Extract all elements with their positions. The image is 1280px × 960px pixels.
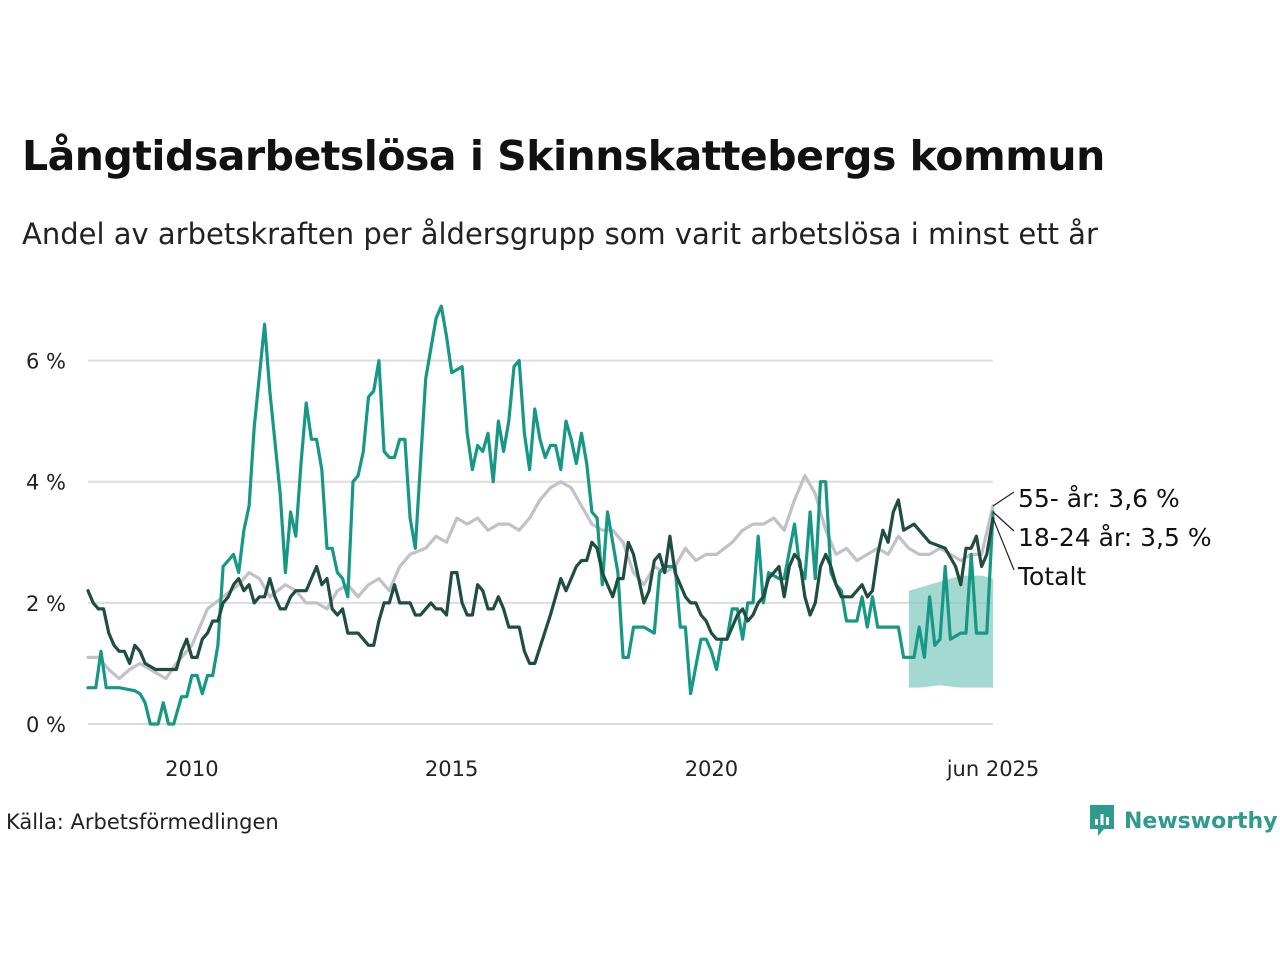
end-label-0: 55- år: 3,6 % xyxy=(1018,484,1180,513)
x-tick-label-2: 2020 xyxy=(685,757,738,781)
line-chart: 0 % 2 % 4 % 6 % 2010 2015 2020 jun 2025 55- år… xyxy=(26,304,1212,781)
series-line-totalt xyxy=(86,498,995,672)
y-tick-label-0: 0 % xyxy=(26,713,66,737)
series-line-55-r xyxy=(86,474,995,681)
end-labels: 55- år: 3,6 % 18-24 år: 3,5 % Totalt xyxy=(992,484,1212,591)
x-tick-label-1: 2015 xyxy=(425,757,478,781)
leader-line-2 xyxy=(992,517,1015,571)
chart-title: Långtidsarbetslösa i Skinnskattebergs ko… xyxy=(22,132,1105,180)
end-label-2: Totalt xyxy=(1017,562,1086,591)
y-axis: 0 % 2 % 4 % 6 % xyxy=(26,350,66,737)
brand-name: Newsworthy xyxy=(1124,808,1278,834)
grid-lines xyxy=(88,359,993,725)
x-axis: 2010 2015 2020 jun 2025 xyxy=(165,757,1039,781)
chart-subtitle: Andel av arbetskraften per åldersgrupp s… xyxy=(22,217,1098,251)
chat-bubble-chart-icon xyxy=(1090,805,1114,836)
leader-line-1 xyxy=(992,511,1015,532)
x-tick-label-0: 2010 xyxy=(165,757,218,781)
leader-line-0 xyxy=(992,491,1015,507)
series-lines xyxy=(86,304,995,726)
newsworthy-logo: Newsworthy xyxy=(1088,803,1278,839)
y-tick-label-2: 4 % xyxy=(26,471,66,495)
y-tick-label-1: 2 % xyxy=(26,592,66,616)
end-label-1: 18-24 år: 3,5 % xyxy=(1018,523,1212,552)
x-tick-label-3: jun 2025 xyxy=(946,757,1040,781)
source-text: Källa: Arbetsförmedlingen xyxy=(6,810,279,834)
y-tick-label-3: 6 % xyxy=(26,350,66,374)
series-line-18-24-r xyxy=(86,304,995,726)
